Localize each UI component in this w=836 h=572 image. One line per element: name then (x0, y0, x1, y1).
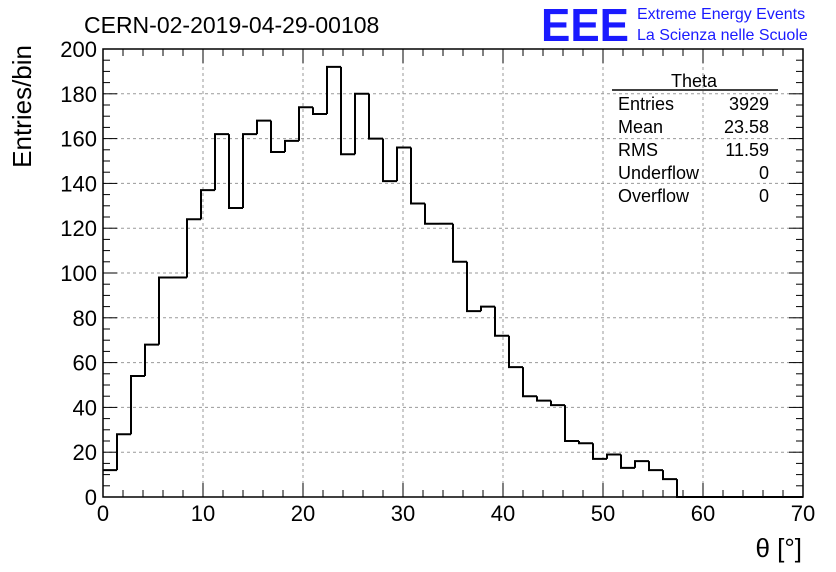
stats-value: 23.58 (724, 117, 769, 137)
histogram-bin (298, 106, 313, 141)
histogram-bin (662, 470, 677, 481)
histogram-bin (368, 93, 383, 140)
logo-line-2: La Scienza nelle Scuole (637, 27, 808, 44)
histogram-bin (564, 405, 579, 442)
histogram-bin (354, 92, 369, 155)
histogram-bin (480, 305, 495, 312)
x-tick-label: 0 (97, 501, 109, 526)
histogram-bin (200, 189, 215, 220)
histogram-bin (116, 433, 131, 471)
histogram-bin (466, 261, 481, 313)
histogram-bin (186, 218, 201, 278)
histogram-bin (522, 367, 537, 398)
histogram-bin (312, 107, 327, 115)
grid-lines (103, 49, 803, 497)
x-tick-label: 60 (691, 501, 715, 526)
histogram-bin (228, 134, 243, 210)
histogram-bin (536, 396, 551, 402)
histogram-bin (382, 138, 397, 183)
x-tick-label: 70 (791, 501, 815, 526)
y-tick-label: 0 (85, 485, 97, 510)
y-tick-label: 160 (60, 127, 97, 152)
histogram-bin (256, 119, 271, 135)
histogram-bin (508, 335, 523, 369)
x-tick-labels: 0 10 20 30 40 50 60 70 (97, 501, 815, 526)
histogram-bin (578, 441, 593, 445)
histogram-bin (270, 120, 285, 154)
stats-value: 0 (759, 163, 769, 183)
x-tick-label: 40 (491, 501, 515, 526)
stats-value: 0 (759, 186, 769, 206)
histogram-bin (158, 276, 173, 345)
x-tick-label: 20 (291, 501, 315, 526)
histogram-bin (340, 66, 355, 156)
histogram-bin (396, 146, 411, 182)
logo-mark: EEE (541, 0, 629, 51)
stats-label: Entries (618, 94, 674, 114)
histogram-bin (326, 65, 341, 114)
histogram-bin (410, 147, 425, 205)
stats-label: Underflow (618, 163, 700, 183)
y-tick-label: 20 (73, 440, 97, 465)
y-tick-labels: 0 20 40 60 80 100 120 140 160 180 200 (60, 37, 97, 510)
histogram-bin (242, 133, 257, 209)
histogram-bin (494, 306, 509, 337)
x-tick-label: 10 (191, 501, 215, 526)
histogram-bars (103, 65, 803, 498)
histogram-bin (676, 479, 691, 498)
stats-value: 3929 (729, 94, 769, 114)
stats-label: Overflow (618, 186, 690, 206)
y-tick-label: 200 (60, 37, 97, 62)
histogram-bin (424, 203, 439, 225)
histogram-bin (144, 343, 159, 377)
stats-value: 11.59 (725, 140, 769, 160)
y-tick-label: 60 (73, 351, 97, 376)
y-tick-label: 180 (60, 82, 97, 107)
eee-logo: EEE Extreme Energy Events La Scienza nel… (541, 0, 808, 51)
histogram-bin (592, 443, 607, 460)
histogram-bin (620, 454, 635, 469)
histogram-bin (284, 139, 299, 153)
stats-title: Theta (671, 71, 718, 91)
histogram-bin (550, 400, 565, 407)
x-axis-label: θ [°] (755, 533, 802, 563)
histogram-bin (648, 461, 663, 472)
x-tick-label: 50 (591, 501, 615, 526)
histogram-bin (214, 133, 229, 191)
stats-label: RMS (618, 140, 658, 160)
y-tick-label: 120 (60, 216, 97, 241)
stats-box: Theta Entries 3929 Mean 23.58 RMS 11.59 Underf… (612, 71, 778, 206)
histogram-bin (606, 453, 621, 459)
y-axis-label: Entries/bin (7, 45, 37, 168)
y-tick-label: 40 (73, 395, 97, 420)
chart-title: CERN-02-2019-04-29-00108 (84, 12, 379, 38)
histogram-bin (130, 375, 145, 435)
y-tick-label: 100 (60, 261, 97, 286)
histogram-bin (452, 223, 467, 263)
axis-ticks (102, 48, 804, 498)
y-tick-label: 80 (73, 306, 97, 331)
x-tick-label: 30 (391, 501, 415, 526)
y-tick-label: 140 (60, 171, 97, 196)
stats-label: Mean (618, 117, 663, 137)
histogram-bin (634, 460, 649, 468)
logo-line-1: Extreme Energy Events (637, 6, 805, 23)
